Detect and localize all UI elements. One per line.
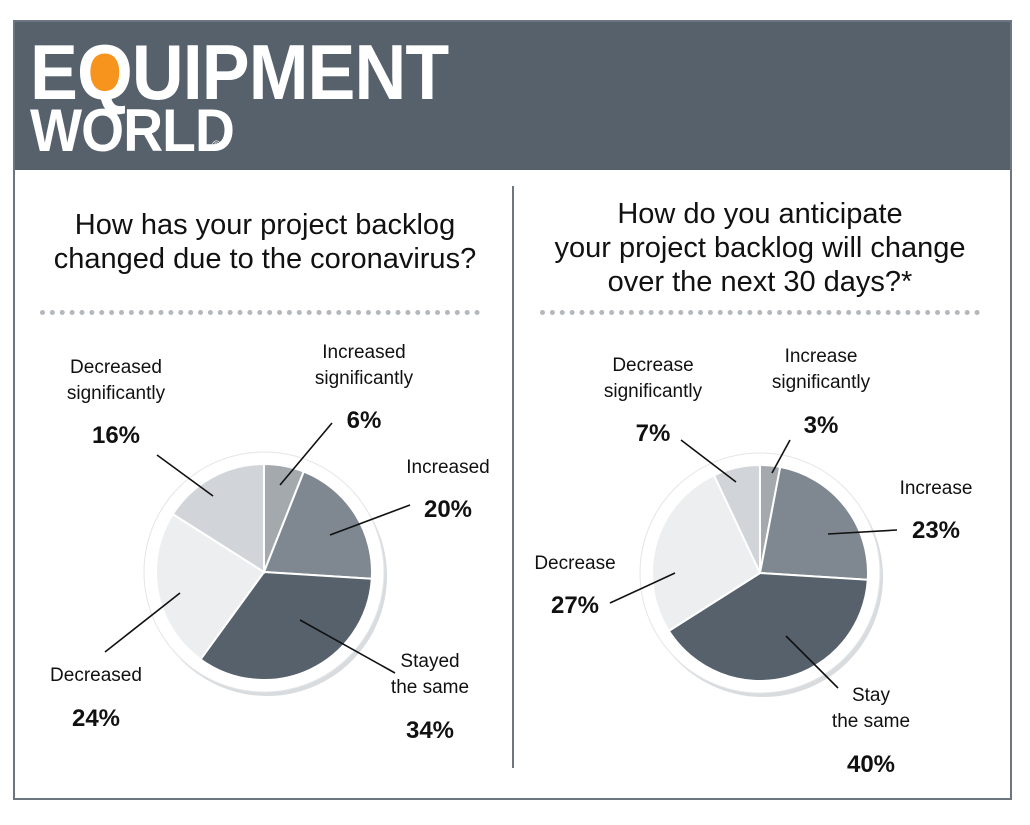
- pie-0-leader-line-3: [104, 592, 181, 653]
- pie-1-slice-label-line: Decrease: [534, 553, 615, 574]
- pie-1-slice-label-3: Decrease: [534, 553, 615, 574]
- pie-0-slice-2: [199, 570, 373, 681]
- pie-1-slice-label-line: significantly: [604, 381, 703, 402]
- pie-1-slice-label-2: Stay the same: [832, 685, 910, 732]
- pie-0-slice-value-0: 6%: [347, 407, 382, 434]
- pie-1-slice-label-line: Decrease: [612, 355, 693, 376]
- pie-1-slice-value-1: 23%: [912, 517, 960, 544]
- right-dotted-rule: [540, 310, 980, 315]
- pie-0-slice-label-line: significantly: [315, 368, 414, 389]
- pie-0-slice-label-line: significantly: [67, 383, 166, 404]
- pie-1-leader-line-4: [680, 439, 737, 483]
- pie-1-slice-value-0: 3%: [804, 412, 839, 439]
- pie-0-slice-label-1: Increased: [406, 457, 489, 478]
- pie-0-slice-value-2: 34%: [406, 717, 454, 744]
- pie-1-leader-line-3: [609, 572, 676, 604]
- pie-0-slice-label-0: Increased significantly: [315, 342, 414, 389]
- pie-1-leader-line-1: [827, 529, 898, 535]
- pie-1-slice-value-3: 27%: [551, 592, 599, 619]
- pie-0-slice-label-3: Decreased: [50, 665, 142, 686]
- pie-0-slice-label-line: Increased: [406, 457, 489, 478]
- pie-1-slice-label-4: Decrease significantly: [604, 355, 703, 402]
- pie-1-slice-3: [651, 473, 762, 633]
- pie-1-slice-label-line: Increase: [900, 478, 973, 499]
- pie-1-slice-value-2: 40%: [847, 751, 895, 778]
- pie-0-leader-line-1: [329, 504, 411, 536]
- pie-0-slice-value-1: 20%: [424, 496, 472, 523]
- pie-0-slice-label-line: the same: [391, 677, 469, 698]
- brand-orange-dot: [84, 50, 126, 92]
- left-dotted-rule: [40, 310, 480, 315]
- header-banner: [15, 22, 1010, 170]
- pie-0-slice-label-line: Decreased: [70, 357, 162, 378]
- pie-1-slice-1: [758, 465, 869, 581]
- pie-0-slice-label-line: Increased: [322, 342, 405, 363]
- pie-1-slice-label-line: significantly: [772, 372, 871, 393]
- pie-0-slice-label-line: Stayed: [400, 651, 459, 672]
- pie-1-slice-label-0: Increase significantly: [772, 346, 871, 393]
- pie-0-slice-1: [262, 470, 373, 580]
- pie-0-slice-label-4: Decreased significantly: [67, 357, 166, 404]
- pie-1-slice-label-line: the same: [832, 711, 910, 732]
- right-chart-title: How do you anticipate your project backl…: [554, 198, 966, 298]
- pie-1-leader-line-2: [785, 635, 839, 689]
- pie-0-slice-value-3: 24%: [72, 705, 120, 732]
- pie-0-leader-line-2: [299, 619, 396, 674]
- brand-logo-line2: WORLD: [30, 97, 235, 164]
- brand-logo-line1: EQUIPMENT: [30, 28, 449, 116]
- left-chart-title: How has your project backlog changed due…: [53, 209, 477, 275]
- pie-1-slice-label-line: Stay: [852, 685, 891, 706]
- pie-1-slice-label-line: Increase: [785, 346, 858, 367]
- pie-1-leader-line-0: [771, 439, 791, 474]
- pie-0-slice-label-2: Stayed the same: [391, 651, 469, 698]
- pie-0-slice-label-line: Decreased: [50, 665, 142, 686]
- pie-0-slice-value-4: 16%: [92, 422, 140, 449]
- pie-0-leader-line-4: [156, 454, 214, 497]
- pie-1-slice-label-1: Increase: [900, 478, 973, 499]
- pie-0-slice-3: [155, 512, 266, 661]
- column-divider: [512, 186, 514, 768]
- pie-0-leader-line-0: [279, 422, 333, 486]
- pie-1-slice-value-4: 7%: [636, 420, 671, 447]
- pie-1-slice-4: [712, 463, 761, 574]
- pie-0-slice-4: [171, 462, 265, 574]
- registered-mark: ®: [212, 138, 221, 152]
